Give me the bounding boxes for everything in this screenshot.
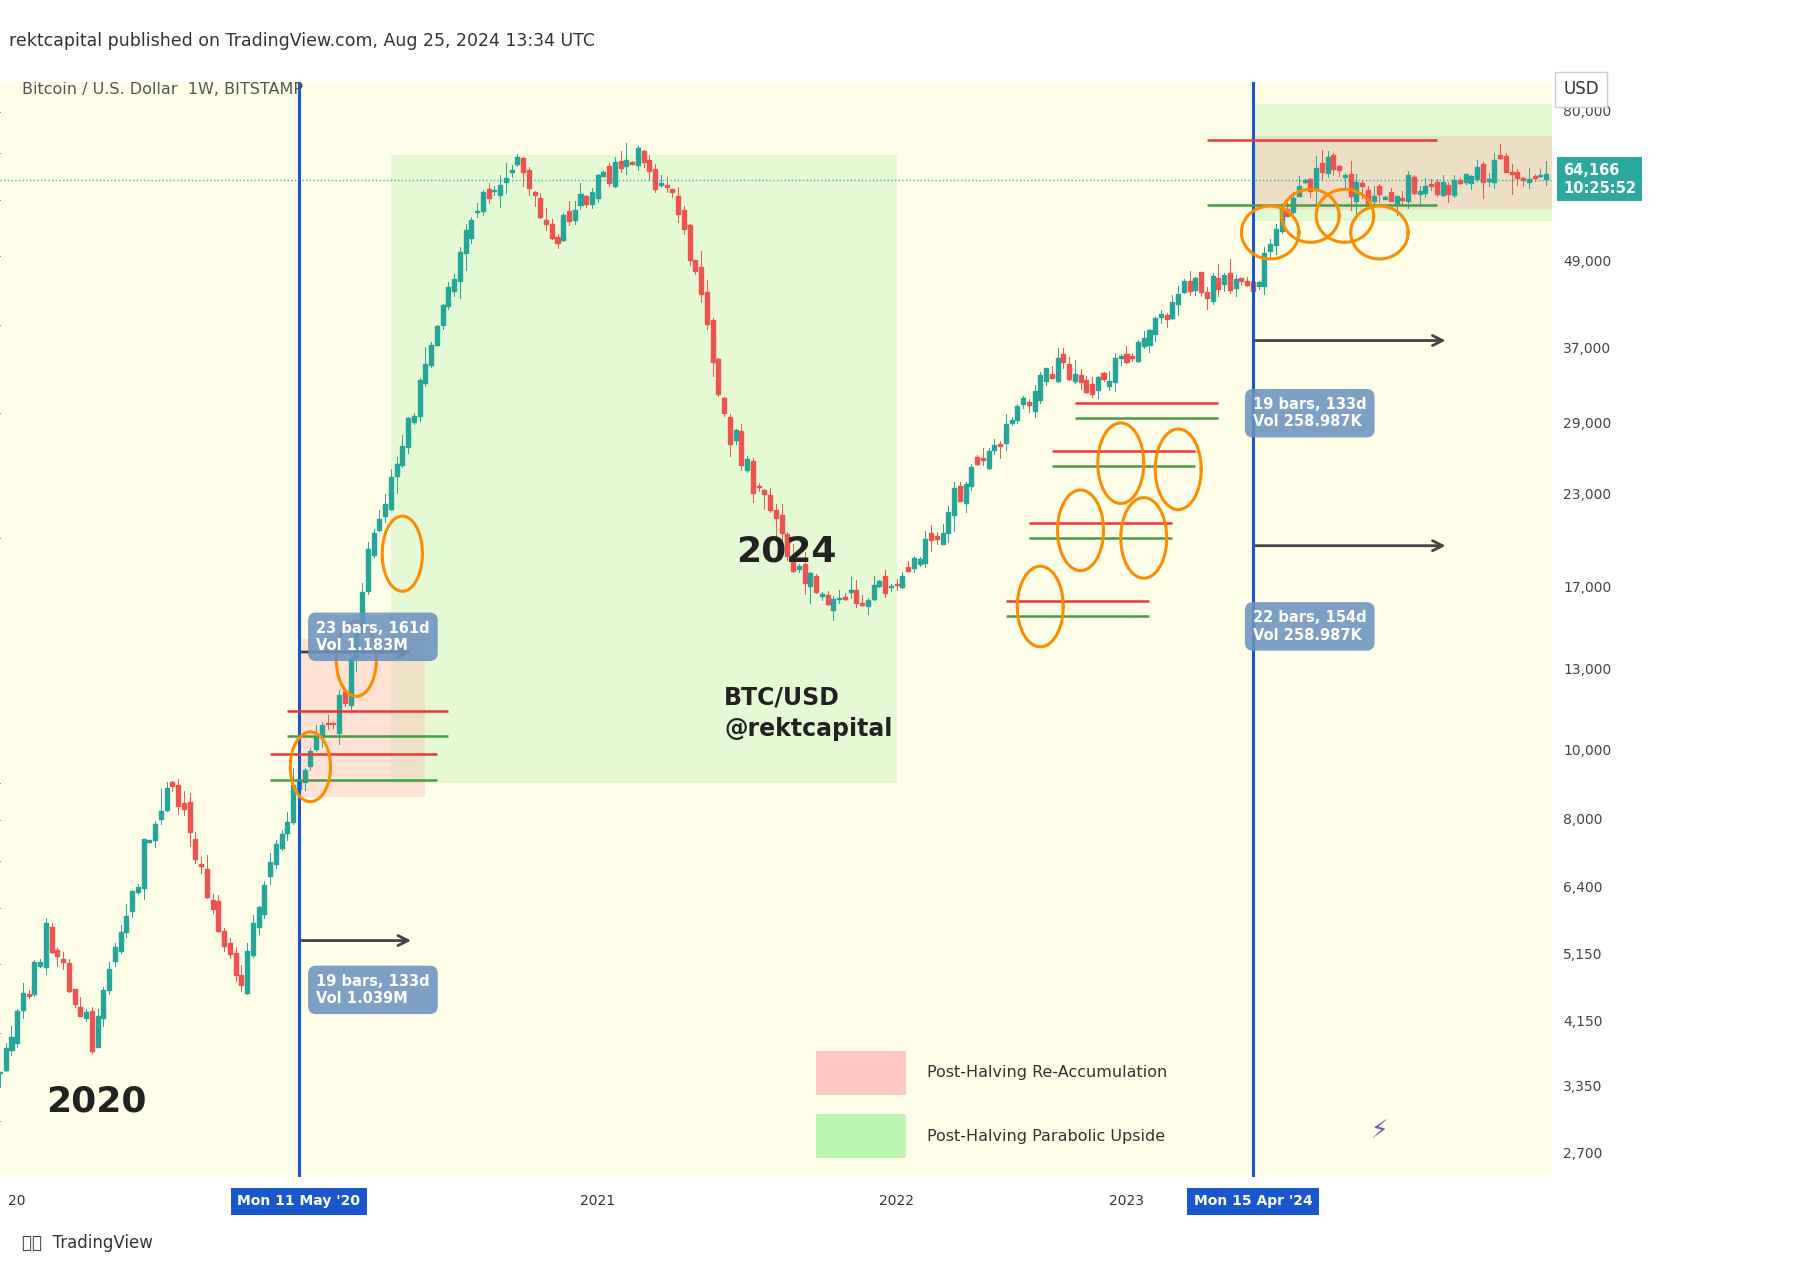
Text: 2,700: 2,700 (1563, 1147, 1602, 1161)
Text: 22 bars, 154d
Vol 258.987K: 22 bars, 154d Vol 258.987K (1252, 610, 1367, 643)
Text: 13,000: 13,000 (1563, 663, 1611, 677)
Text: ⚡: ⚡ (1371, 1119, 1389, 1143)
Bar (391, 154, 897, 784)
Text: BTC/USD
@rektcapital: BTC/USD @rektcapital (725, 685, 893, 741)
Text: 23 bars, 161d
Vol 1.183M: 23 bars, 161d Vol 1.183M (316, 620, 431, 653)
Text: 2024: 2024 (736, 536, 836, 568)
Text: 23,000: 23,000 (1563, 487, 1611, 501)
Text: 80,000: 80,000 (1563, 105, 1611, 119)
Text: 19 bars, 133d
Vol 258.987K: 19 bars, 133d Vol 258.987K (1252, 398, 1367, 429)
Text: Mon 15 Apr '24: Mon 15 Apr '24 (1193, 1194, 1313, 1209)
Text: 2023: 2023 (1109, 1194, 1145, 1209)
Bar (1252, 104, 1552, 222)
Text: 49,000: 49,000 (1563, 256, 1611, 270)
Text: 8,000: 8,000 (1563, 813, 1602, 827)
Text: 19 bars, 133d
Vol 1.039M: 19 bars, 133d Vol 1.039M (316, 974, 431, 1006)
Text: 4,150: 4,150 (1563, 1014, 1602, 1028)
Text: Bitcoin / U.S. Dollar  1W, BITSTAMP: Bitcoin / U.S. Dollar 1W, BITSTAMP (22, 82, 303, 97)
Text: USD: USD (1563, 80, 1598, 99)
Text: 2020: 2020 (47, 1084, 147, 1118)
Text: 10,000: 10,000 (1563, 744, 1611, 758)
Text: 29,000: 29,000 (1563, 417, 1611, 430)
Text: 🅃🅅  TradingView: 🅃🅅 TradingView (22, 1234, 152, 1252)
Text: 3,350: 3,350 (1563, 1080, 1602, 1094)
Text: Mon 11 May '20: Mon 11 May '20 (237, 1194, 361, 1209)
Text: 2021: 2021 (579, 1194, 615, 1209)
Text: 2022: 2022 (879, 1194, 915, 1209)
Text: Post-Halving Re-Accumulation: Post-Halving Re-Accumulation (927, 1066, 1168, 1080)
Bar (1252, 135, 1552, 210)
Text: 64,166
10:25:52: 64,166 10:25:52 (1563, 163, 1636, 196)
Text: 20: 20 (9, 1194, 25, 1209)
Text: 5,150: 5,150 (1563, 948, 1602, 962)
Text: 37,000: 37,000 (1563, 342, 1611, 356)
Text: 6,400: 6,400 (1563, 881, 1602, 895)
Text: rektcapital published on TradingView.com, Aug 25, 2024 13:34 UTC: rektcapital published on TradingView.com… (9, 32, 596, 49)
Text: 17,000: 17,000 (1563, 581, 1611, 595)
Text: Post-Halving Parabolic Upside: Post-Halving Parabolic Upside (927, 1129, 1166, 1143)
Bar (300, 639, 425, 798)
